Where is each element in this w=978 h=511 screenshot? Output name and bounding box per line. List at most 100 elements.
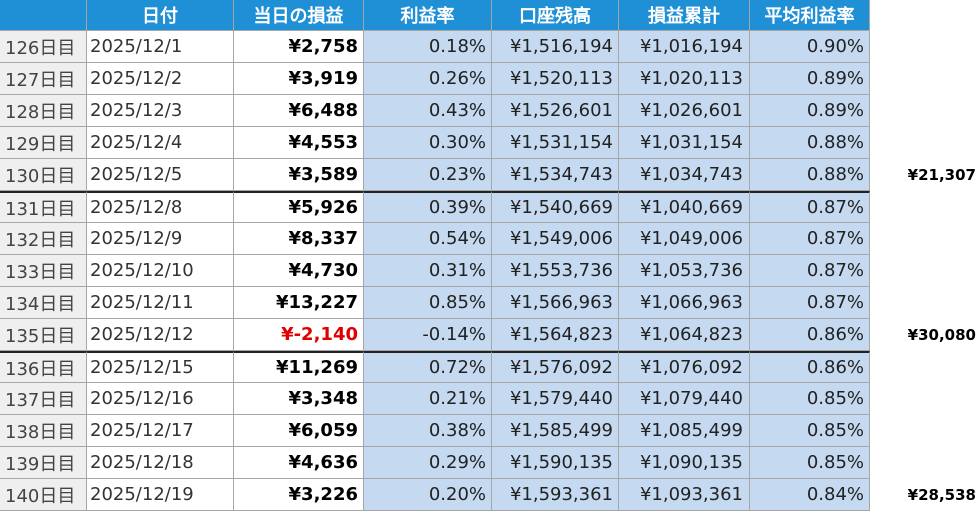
weekly-total-cell[interactable] — [870, 351, 978, 383]
date-cell[interactable]: 2025/12/10 — [87, 255, 234, 287]
cumulative-pl-cell[interactable]: ¥1,020,113 — [619, 63, 750, 95]
cumulative-pl-cell[interactable]: ¥1,053,736 — [619, 255, 750, 287]
daily-pl-cell[interactable]: ¥6,059 — [234, 415, 364, 447]
date-cell[interactable]: 2025/12/3 — [87, 95, 234, 127]
weekly-total-cell[interactable]: ¥21,307 — [907, 166, 976, 184]
profit-rate-cell[interactable]: 0.43% — [364, 95, 492, 127]
average-rate-cell[interactable]: 0.88% — [750, 127, 870, 159]
cumulative-pl-cell[interactable]: ¥1,093,361 — [619, 479, 750, 511]
account-balance-cell[interactable]: ¥1,590,135 — [492, 447, 619, 479]
row-header-cell[interactable]: 131日目 — [0, 191, 87, 223]
account-balance-cell[interactable]: ¥1,516,194 — [492, 31, 619, 63]
date-cell[interactable]: 2025/12/8 — [87, 191, 234, 223]
weekly-total-cell[interactable] — [870, 127, 978, 159]
daily-pl-cell[interactable]: ¥5,926 — [234, 191, 364, 223]
average-rate-cell[interactable]: 0.87% — [750, 287, 870, 319]
date-cell[interactable]: 2025/12/17 — [87, 415, 234, 447]
cumulative-pl-cell[interactable]: ¥1,076,092 — [619, 351, 750, 383]
profit-rate-cell[interactable]: 0.54% — [364, 223, 492, 255]
profit-rate-cell[interactable]: -0.14% — [364, 319, 492, 351]
row-header-cell[interactable]: 135日目 — [0, 319, 87, 351]
row-header-cell[interactable]: 134日目 — [0, 287, 87, 319]
profit-rate-cell[interactable]: 0.18% — [364, 31, 492, 63]
account-balance-cell[interactable]: ¥1,593,361 — [492, 479, 619, 511]
account-balance-cell[interactable]: ¥1,553,736 — [492, 255, 619, 287]
date-cell[interactable]: 2025/12/1 — [87, 31, 234, 63]
account-balance-cell[interactable]: ¥1,531,154 — [492, 127, 619, 159]
daily-pl-cell[interactable]: ¥13,227 — [234, 287, 364, 319]
row-header-cell[interactable]: 129日目 — [0, 127, 87, 159]
weekly-total-cell[interactable]: ¥28,538 — [907, 486, 976, 504]
weekly-total-cell[interactable] — [870, 415, 978, 447]
average-rate-cell[interactable]: 0.87% — [750, 191, 870, 223]
daily-pl-cell[interactable]: ¥2,758 — [234, 31, 364, 63]
cumulative-pl-cell[interactable]: ¥1,031,154 — [619, 127, 750, 159]
header-date[interactable]: 日付 — [87, 0, 234, 31]
row-header-cell[interactable]: 140日目 — [0, 479, 87, 511]
daily-pl-cell[interactable]: ¥8,337 — [234, 223, 364, 255]
account-balance-cell[interactable]: ¥1,579,440 — [492, 383, 619, 415]
row-header-cell[interactable]: 136日目 — [0, 351, 87, 383]
weekly-total-cell[interactable] — [870, 191, 978, 223]
profit-rate-cell[interactable]: 0.21% — [364, 383, 492, 415]
date-cell[interactable]: 2025/12/16 — [87, 383, 234, 415]
account-balance-cell[interactable]: ¥1,585,499 — [492, 415, 619, 447]
daily-pl-cell[interactable]: ¥6,488 — [234, 95, 364, 127]
average-rate-cell[interactable]: 0.90% — [750, 31, 870, 63]
date-cell[interactable]: 2025/12/2 — [87, 63, 234, 95]
date-cell[interactable]: 2025/12/12 — [87, 319, 234, 351]
header-weekly-total[interactable] — [870, 0, 978, 31]
profit-rate-cell[interactable]: 0.29% — [364, 447, 492, 479]
profit-rate-cell[interactable]: 0.85% — [364, 287, 492, 319]
average-rate-cell[interactable]: 0.85% — [750, 383, 870, 415]
average-rate-cell[interactable]: 0.88% — [750, 159, 870, 191]
row-header-cell[interactable]: 126日目 — [0, 31, 87, 63]
daily-pl-cell[interactable]: ¥4,730 — [234, 255, 364, 287]
header-cumulative-pl[interactable]: 損益累計 — [619, 0, 750, 31]
daily-pl-cell[interactable]: ¥11,269 — [234, 351, 364, 383]
header-daily-pl[interactable]: 当日の損益 — [234, 0, 364, 31]
row-header-cell[interactable]: 138日目 — [0, 415, 87, 447]
row-header-cell[interactable]: 132日目 — [0, 223, 87, 255]
header-profit-rate[interactable]: 利益率 — [364, 0, 492, 31]
header-account-balance[interactable]: 口座残高 — [492, 0, 619, 31]
daily-pl-cell[interactable]: ¥3,589 — [234, 159, 364, 191]
daily-pl-cell[interactable]: ¥3,348 — [234, 383, 364, 415]
date-cell[interactable]: 2025/12/11 — [87, 287, 234, 319]
weekly-total-cell[interactable] — [870, 255, 978, 287]
cumulative-pl-cell[interactable]: ¥1,026,601 — [619, 95, 750, 127]
account-balance-cell[interactable]: ¥1,540,669 — [492, 191, 619, 223]
profit-rate-cell[interactable]: 0.39% — [364, 191, 492, 223]
average-rate-cell[interactable]: 0.84% — [750, 479, 870, 511]
average-rate-cell[interactable]: 0.87% — [750, 255, 870, 287]
weekly-total-cell[interactable] — [870, 447, 978, 479]
average-rate-cell[interactable]: 0.89% — [750, 63, 870, 95]
header-corner-cell[interactable] — [0, 0, 87, 31]
average-rate-cell[interactable]: 0.85% — [750, 415, 870, 447]
average-rate-cell[interactable]: 0.85% — [750, 447, 870, 479]
account-balance-cell[interactable]: ¥1,534,743 — [492, 159, 619, 191]
cumulative-pl-cell[interactable]: ¥1,049,006 — [619, 223, 750, 255]
row-header-cell[interactable]: 128日目 — [0, 95, 87, 127]
date-cell[interactable]: 2025/12/15 — [87, 351, 234, 383]
profit-rate-cell[interactable]: 0.72% — [364, 351, 492, 383]
cumulative-pl-cell[interactable]: ¥1,064,823 — [619, 319, 750, 351]
daily-pl-cell[interactable]: ¥3,919 — [234, 63, 364, 95]
average-rate-cell[interactable]: 0.86% — [750, 319, 870, 351]
profit-rate-cell[interactable]: 0.30% — [364, 127, 492, 159]
date-cell[interactable]: 2025/12/18 — [87, 447, 234, 479]
cumulative-pl-cell[interactable]: ¥1,016,194 — [619, 31, 750, 63]
weekly-total-cell[interactable] — [870, 383, 978, 415]
account-balance-cell[interactable]: ¥1,520,113 — [492, 63, 619, 95]
profit-rate-cell[interactable]: 0.31% — [364, 255, 492, 287]
profit-rate-cell[interactable]: 0.38% — [364, 415, 492, 447]
weekly-total-cell[interactable] — [870, 287, 978, 319]
account-balance-cell[interactable]: ¥1,549,006 — [492, 223, 619, 255]
weekly-total-cell[interactable] — [870, 63, 978, 95]
row-header-cell[interactable]: 133日目 — [0, 255, 87, 287]
average-rate-cell[interactable]: 0.89% — [750, 95, 870, 127]
date-cell[interactable]: 2025/12/9 — [87, 223, 234, 255]
weekly-total-cell[interactable] — [870, 223, 978, 255]
date-cell[interactable]: 2025/12/19 — [87, 479, 234, 511]
profit-rate-cell[interactable]: 0.20% — [364, 479, 492, 511]
